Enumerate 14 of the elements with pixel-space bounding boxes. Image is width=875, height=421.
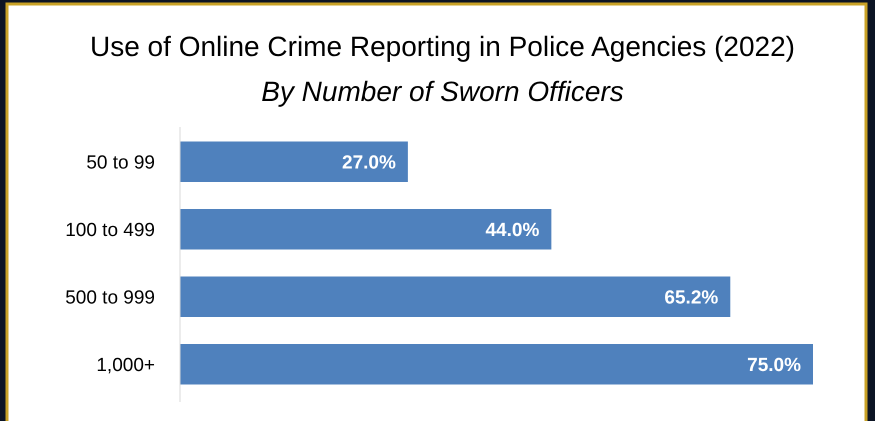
y-tick-label: 50 to 99 xyxy=(86,152,155,174)
y-tick-label: 500 to 999 xyxy=(65,287,155,308)
y-tick-label: 1,000+ xyxy=(96,354,155,376)
data-label: 75.0% xyxy=(747,354,802,376)
bar xyxy=(180,209,552,250)
bar xyxy=(180,276,730,317)
chart-subtitle: By Number of Sworn Officers xyxy=(261,76,624,107)
chart-title: Use of Online Crime Reporting in Police Agencies (2022) xyxy=(90,31,796,62)
bar xyxy=(180,344,813,384)
data-label: 27.0% xyxy=(342,152,396,174)
data-label: 65.2% xyxy=(664,287,718,308)
data-label: 44.0% xyxy=(485,220,540,241)
bar xyxy=(180,142,408,182)
y-tick-label: 100 to 499 xyxy=(65,220,155,241)
